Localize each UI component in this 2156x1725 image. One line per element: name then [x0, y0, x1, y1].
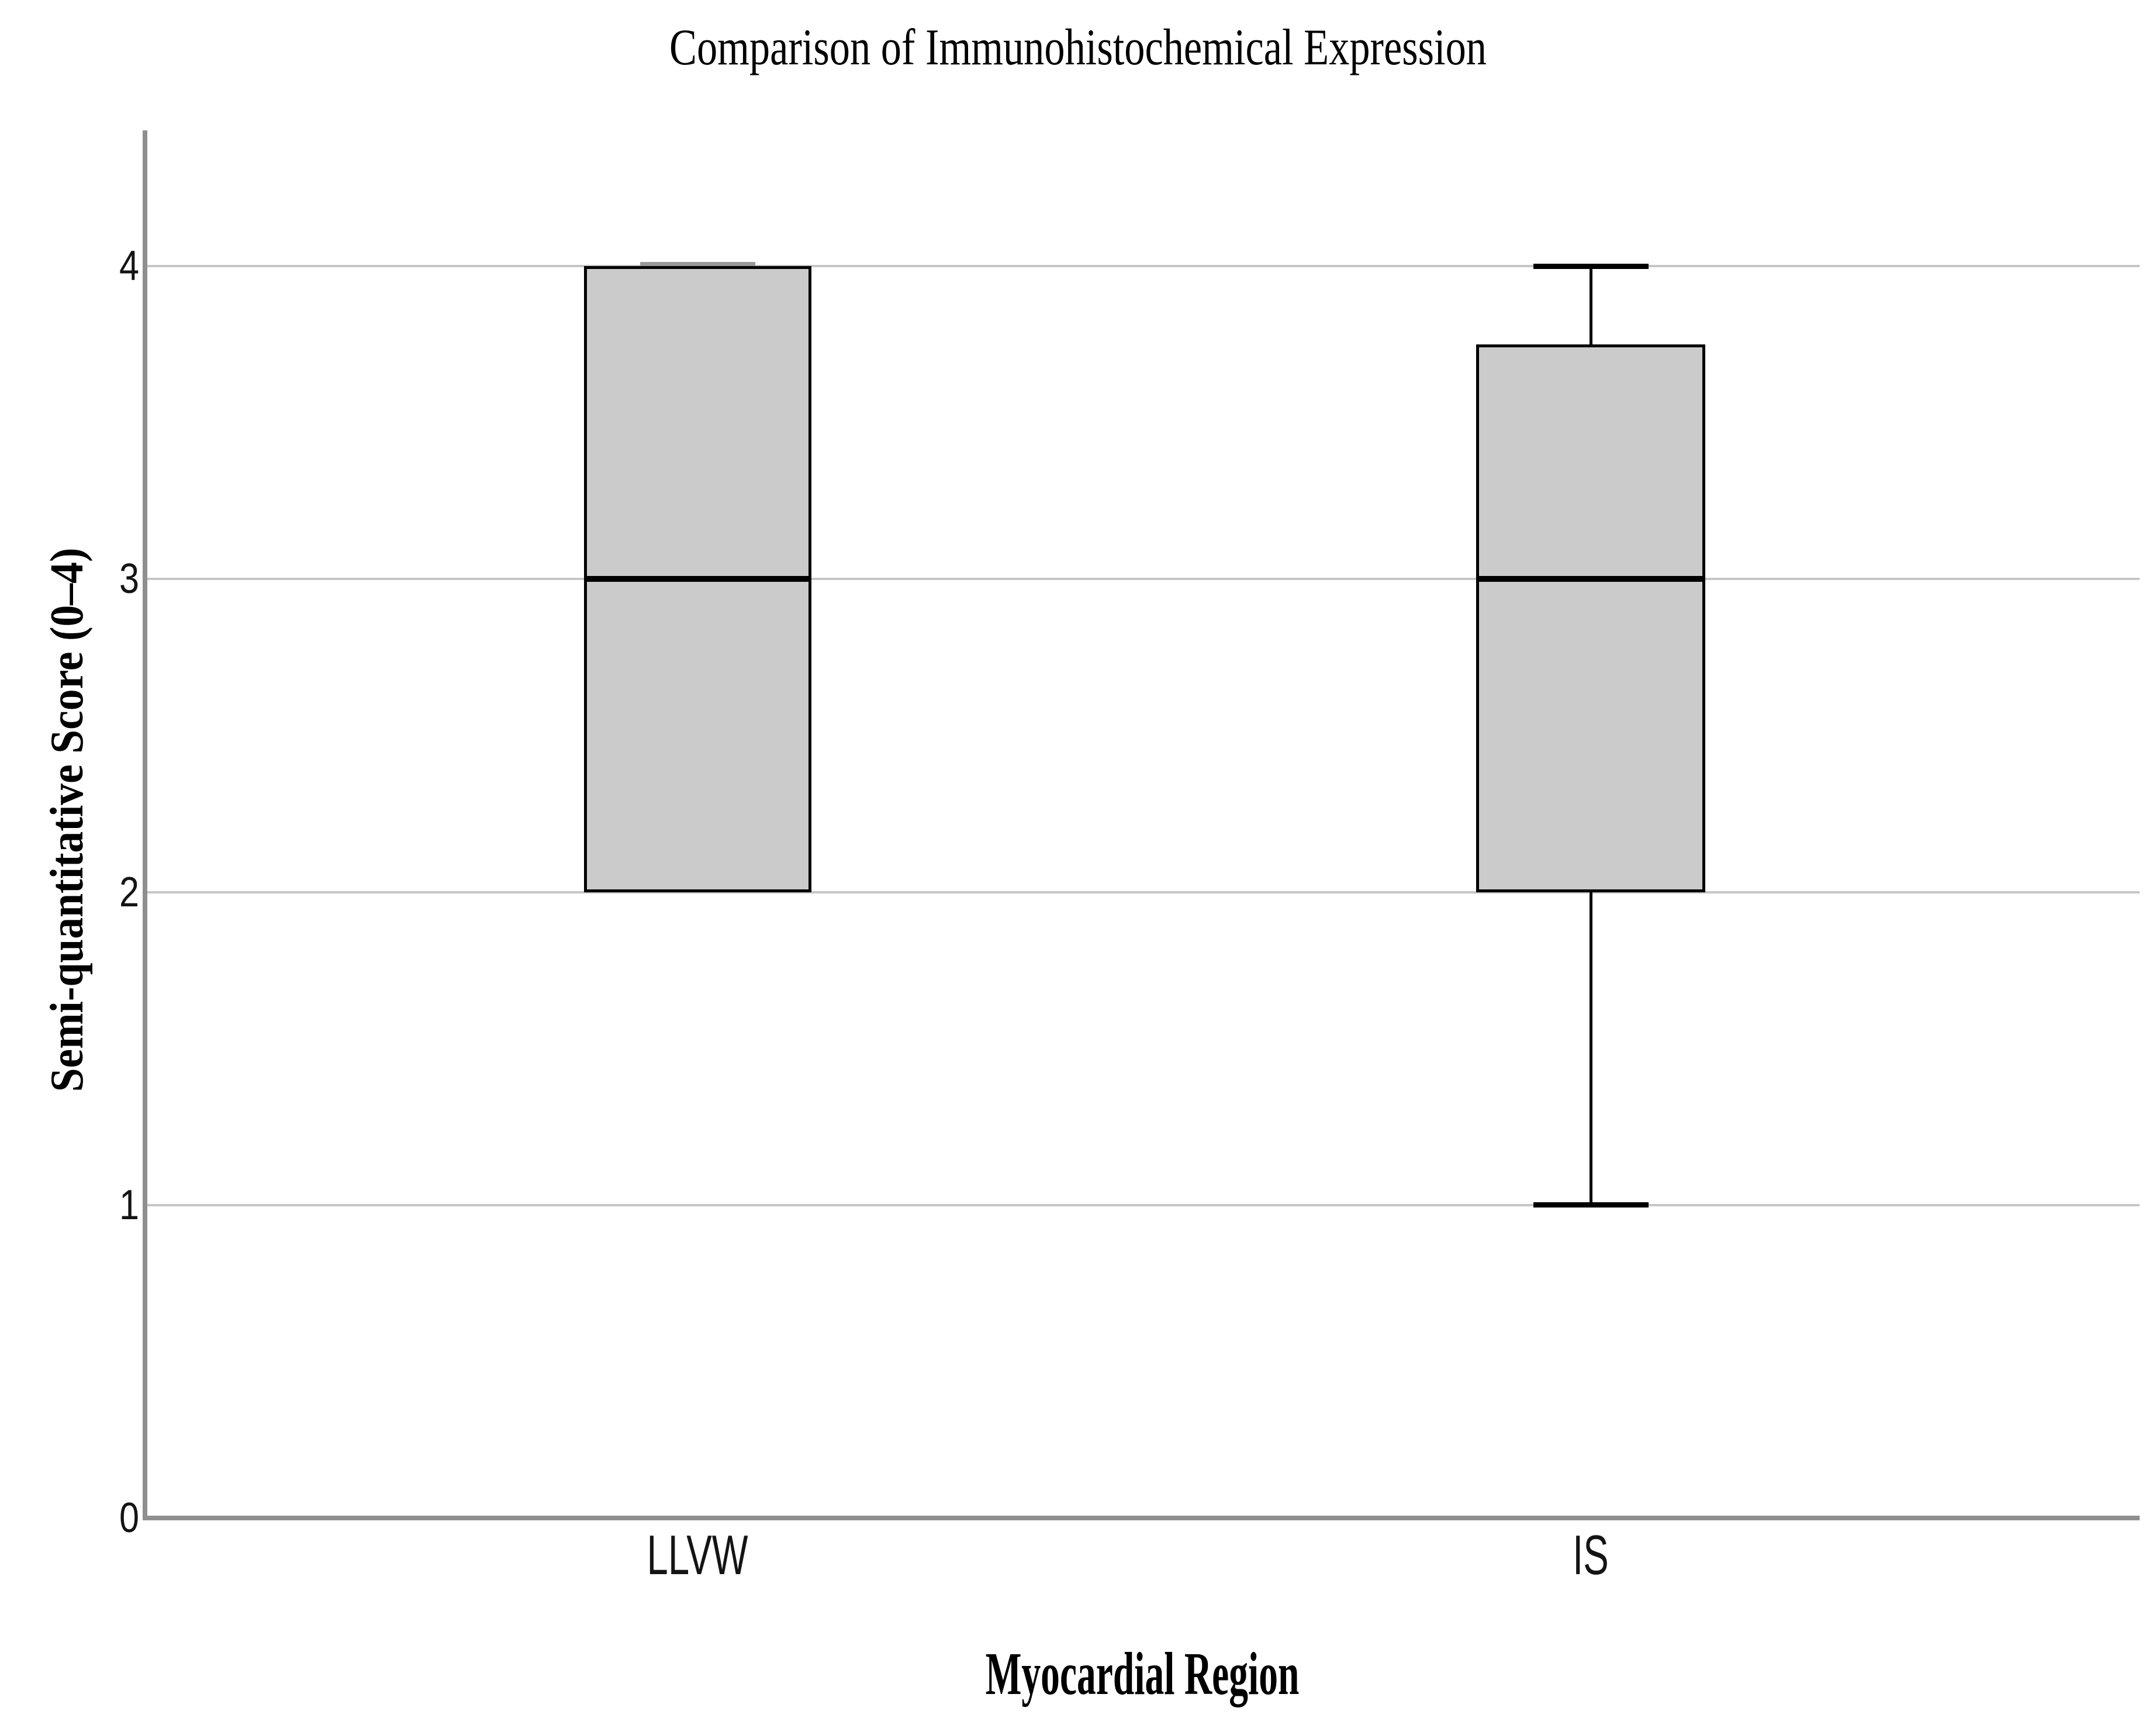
y-tick-label-3: 3 — [119, 556, 139, 603]
gridline-y-4 — [147, 265, 2140, 267]
category-label-IS: IS — [1573, 1524, 1609, 1586]
x-axis-title: Myocardial Region — [985, 1640, 1300, 1707]
median-line-IS — [1476, 576, 1705, 582]
gridline-y-2 — [147, 891, 2140, 893]
category-label-LLVW: LLVW — [647, 1524, 748, 1586]
lower-whisker-cap-IS — [1533, 1202, 1649, 1208]
box-IS — [1476, 344, 1705, 892]
gridline-y-1 — [147, 1203, 2140, 1206]
upper-whisker-cap-LLVW — [640, 262, 755, 266]
x-axis-line — [143, 1516, 2140, 1520]
upper-whisker-line-IS — [1590, 266, 1592, 344]
lower-whisker-line-IS — [1590, 892, 1592, 1205]
median-line-LLVW — [583, 576, 811, 582]
y-tick-label-2: 2 — [119, 868, 139, 916]
y-tick-label-0: 0 — [119, 1495, 139, 1541]
y-axis-line — [143, 130, 147, 1520]
chart-title: Comparison of Immunohistochemical Expres… — [669, 19, 1487, 76]
gridline-y-3 — [147, 578, 2140, 581]
upper-whisker-cap-IS — [1533, 264, 1649, 269]
y-tick-label-1: 1 — [119, 1181, 139, 1229]
y-tick-label-4: 4 — [119, 243, 139, 289]
